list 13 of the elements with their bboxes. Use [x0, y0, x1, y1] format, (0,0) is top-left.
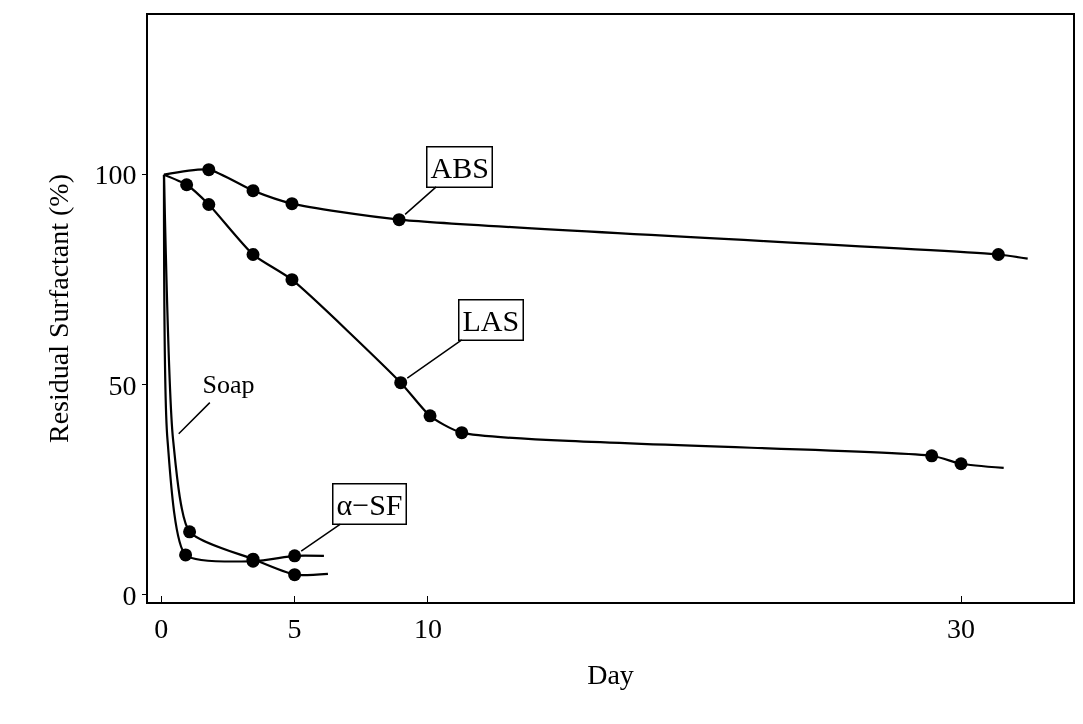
x-tick-label: 0: [154, 612, 169, 644]
x-tick-label: 30: [947, 612, 976, 644]
series-label: Soap: [202, 369, 255, 399]
series-label: ABS: [430, 150, 489, 184]
y-axis-title: Residual Surfactant (%): [42, 173, 74, 444]
text: LAS: [462, 303, 520, 337]
y-tick-label: 100: [94, 159, 137, 191]
y-tick-label: 0: [122, 579, 137, 611]
series-label: α−SF: [336, 487, 403, 521]
y-tick-label: 50: [108, 369, 137, 401]
x-tick-label: 10: [413, 612, 442, 644]
x-axis-title: Day: [587, 659, 634, 691]
x-tick-label: 5: [287, 612, 302, 644]
